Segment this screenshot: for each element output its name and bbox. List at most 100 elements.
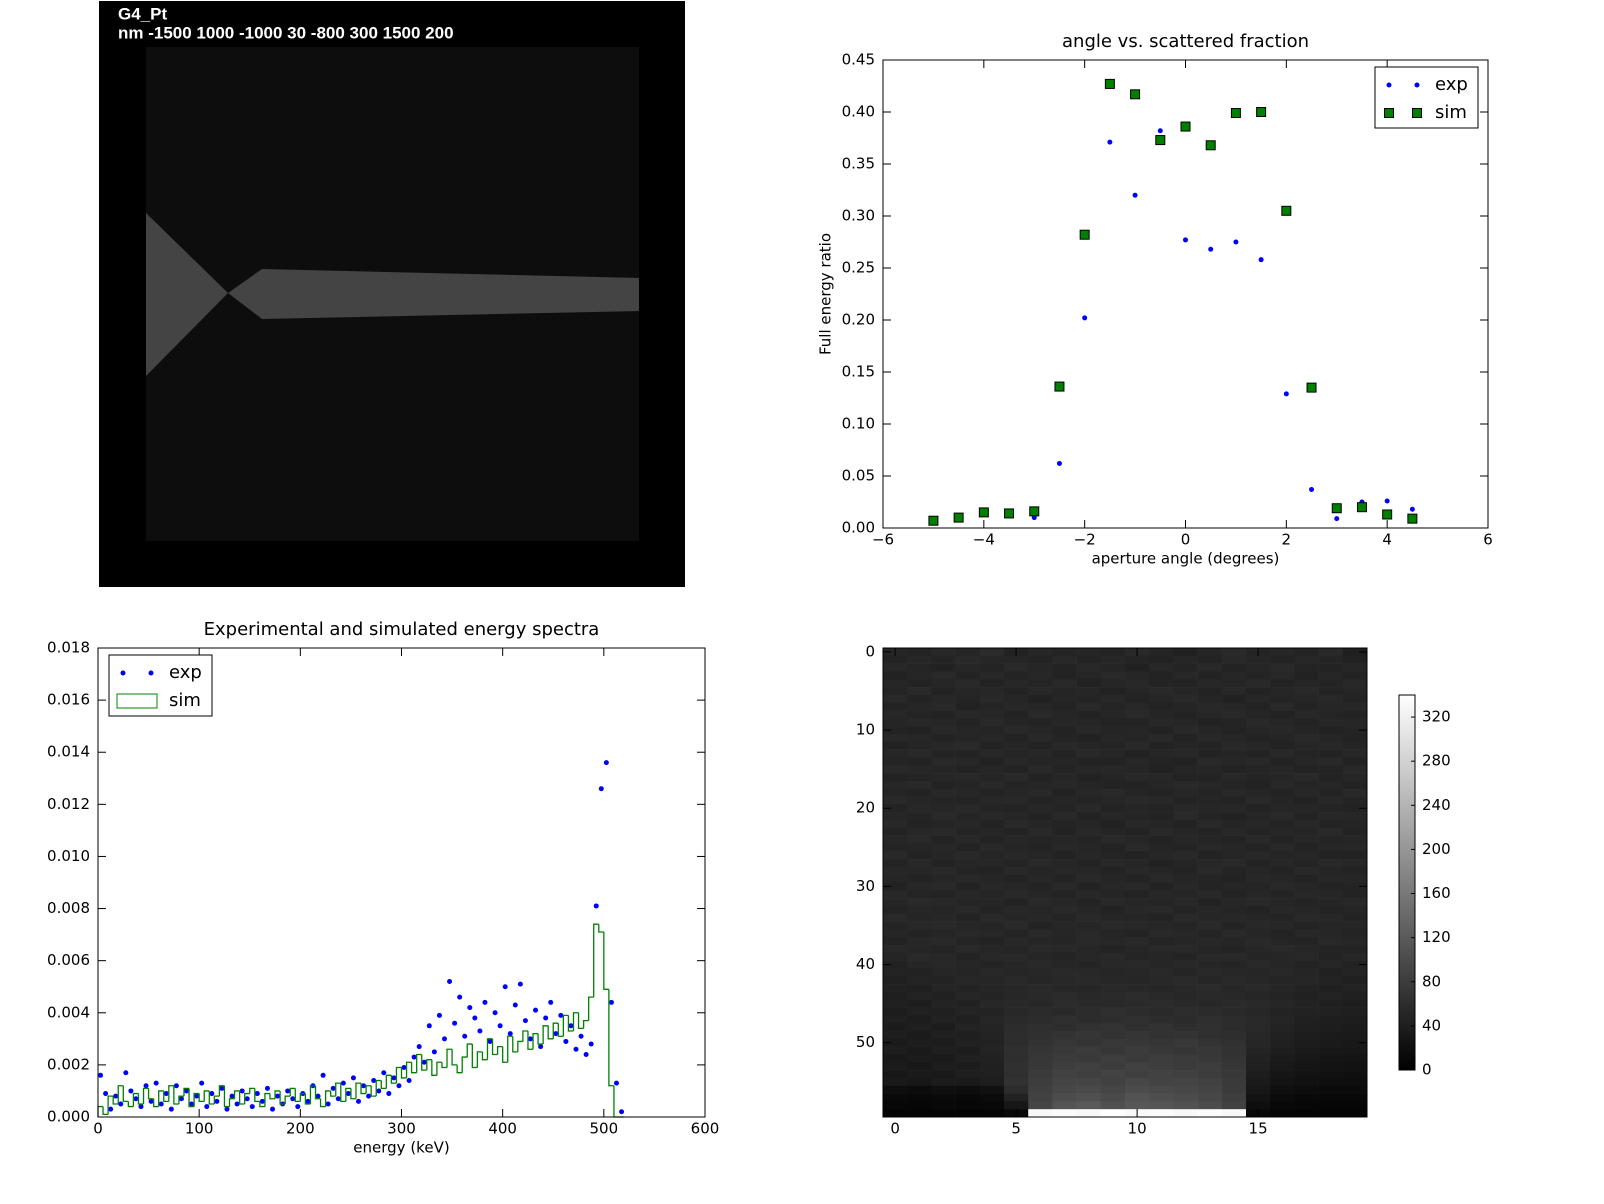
y-tick-label: 0.05 xyxy=(842,467,875,485)
heatmap-cell xyxy=(1004,835,1029,844)
heatmap-cell xyxy=(1318,999,1344,1008)
heatmap-cell xyxy=(1004,999,1029,1008)
heatmap-cell xyxy=(1270,1062,1295,1071)
y-axis-label: Full energy ratio xyxy=(817,233,835,355)
data-point xyxy=(163,1091,169,1097)
heatmap-cell xyxy=(1004,702,1029,711)
y-tick-label: 0.25 xyxy=(842,259,875,277)
heatmap-cell xyxy=(1149,991,1174,1001)
data-point xyxy=(204,1104,210,1110)
heatmap-cell xyxy=(1028,1038,1053,1047)
heatmap-cell xyxy=(907,999,932,1008)
heatmap-cell xyxy=(979,648,1005,657)
heatmap-cell xyxy=(1028,937,1053,946)
heatmap-cell xyxy=(1318,679,1344,688)
heatmap-cell xyxy=(1221,819,1247,829)
histogram-bin xyxy=(461,1056,468,1073)
heatmap-cell xyxy=(1342,1023,1368,1032)
heatmap-cell xyxy=(1221,968,1247,977)
heatmap-cell xyxy=(1318,804,1344,813)
heatmap-cell xyxy=(1149,804,1174,813)
heatmap-cell xyxy=(1318,819,1344,829)
heatmap-cell xyxy=(1270,780,1295,789)
heatmap-cell xyxy=(883,976,908,985)
heatmap-cell xyxy=(1221,913,1247,922)
heatmap-cell xyxy=(1342,819,1368,829)
heatmap-cell xyxy=(1318,882,1344,891)
heatmap-cell xyxy=(955,765,981,774)
heatmap-cell xyxy=(1149,749,1174,758)
histogram-bin xyxy=(572,1012,579,1032)
heatmap-cell xyxy=(1004,968,1029,977)
heatmap-cell xyxy=(1076,882,1102,891)
heatmap-cell xyxy=(1246,913,1271,922)
heatmap-cell xyxy=(955,733,981,743)
histogram-bin xyxy=(132,1092,139,1107)
heatmap-cell xyxy=(1318,687,1344,696)
heatmap-cell xyxy=(1221,999,1247,1008)
y-tick-label: 0.000 xyxy=(47,1108,90,1126)
heatmap-cell xyxy=(1173,929,1198,938)
data-point xyxy=(441,1036,447,1042)
data-point xyxy=(285,1088,291,1094)
heatmap-cell xyxy=(931,718,956,727)
y-tick-label: 0.006 xyxy=(47,951,90,969)
heatmap-cell xyxy=(1028,866,1053,875)
heatmap-cell xyxy=(1076,1046,1102,1055)
heatmap-cell xyxy=(1270,702,1295,711)
heatmap-cell xyxy=(1028,819,1053,829)
heatmap-cell xyxy=(1149,859,1174,868)
heatmap-cell xyxy=(1173,1031,1198,1040)
data-point xyxy=(315,1093,321,1099)
heatmap-cell xyxy=(979,898,1005,907)
heatmap-cell xyxy=(1197,710,1223,719)
heatmap-cell xyxy=(979,1062,1005,1071)
heatmap-cell xyxy=(907,945,932,954)
heatmap-cell xyxy=(1318,1038,1344,1047)
heatmap-cell xyxy=(883,937,908,946)
heatmap-cell xyxy=(1076,765,1102,774)
heatmap-cell xyxy=(1076,819,1102,829)
heatmap-cell xyxy=(931,859,956,868)
heatmap-cell xyxy=(1076,1101,1102,1110)
heatmap-cell xyxy=(979,726,1005,735)
heatmap-cell xyxy=(1197,1101,1223,1110)
heatmap-cell xyxy=(1294,663,1319,672)
heatmap-cell xyxy=(883,882,908,891)
heatmap-cell xyxy=(1004,945,1029,954)
heatmap-cell xyxy=(1149,1015,1174,1024)
heatmap-cell xyxy=(1246,780,1271,789)
heatmap-cell xyxy=(931,898,956,907)
heatmap-cell xyxy=(1028,679,1053,688)
heatmap-cell xyxy=(1270,882,1295,891)
heatmap-cell xyxy=(1125,913,1150,922)
heatmap-cell xyxy=(1149,1007,1174,1016)
heatmap-cell xyxy=(931,905,956,915)
heatmap-cell xyxy=(1318,1077,1344,1087)
y-tick-label: 0.002 xyxy=(47,1055,90,1073)
heatmap-cell xyxy=(955,710,981,719)
heatmap-cell xyxy=(1173,694,1198,704)
histogram-bin xyxy=(269,1093,276,1100)
heatmap-cell xyxy=(883,1085,908,1094)
heatmap-cell xyxy=(1197,851,1223,860)
x-tick-label: −6 xyxy=(872,531,894,549)
heatmap-cell xyxy=(1197,1007,1223,1016)
heatmap-cell xyxy=(1004,1093,1029,1102)
data-point xyxy=(426,1023,432,1029)
heatmap-cell xyxy=(1246,929,1271,938)
heatmap-cell xyxy=(907,968,932,977)
heatmap-cell xyxy=(1342,804,1368,813)
heatmap-cell xyxy=(979,710,1005,719)
heatmap-cell xyxy=(1173,859,1198,868)
heatmap-cell xyxy=(1221,905,1247,915)
x-tick-label: 200 xyxy=(286,1120,315,1138)
heatmap-cell xyxy=(979,819,1005,829)
heatmap-cell xyxy=(1173,945,1198,954)
heatmap-cell xyxy=(931,960,956,969)
heatmap-cell xyxy=(1246,765,1271,774)
data-point xyxy=(325,1101,331,1107)
histogram-bin xyxy=(451,1049,458,1066)
heatmap-cell xyxy=(931,945,956,954)
heatmap-cell xyxy=(955,937,981,946)
